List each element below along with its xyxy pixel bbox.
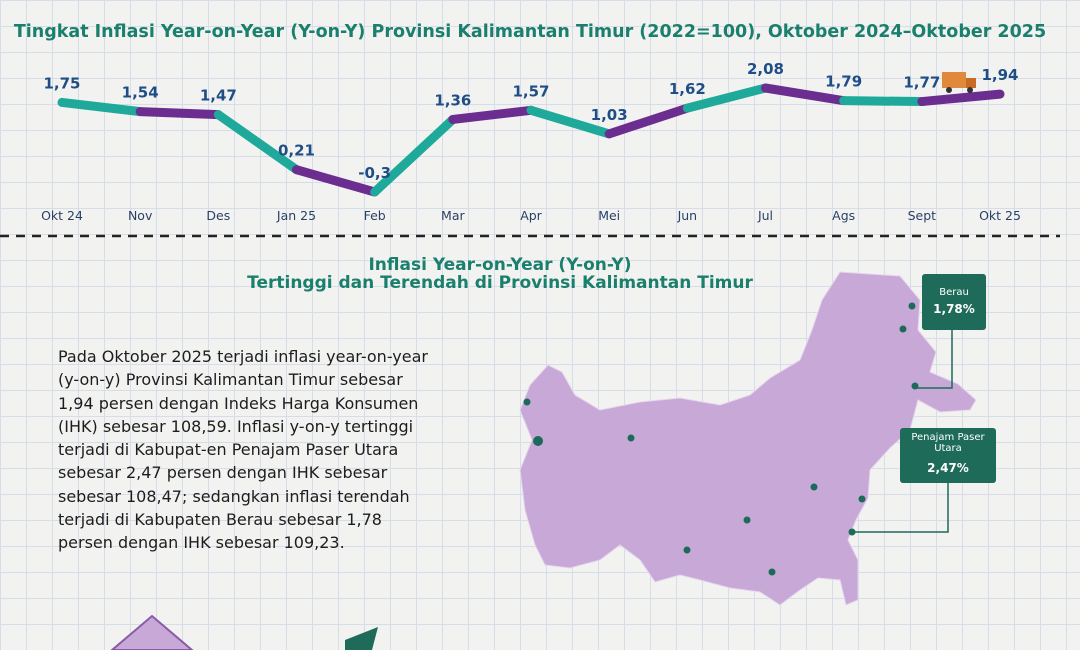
x-tick-label: Des bbox=[206, 208, 230, 223]
line-segment bbox=[682, 83, 770, 113]
data-label: 1,03 bbox=[591, 106, 628, 124]
x-tick-label: Okt 24 bbox=[41, 208, 83, 223]
decoration bbox=[345, 627, 378, 650]
line-segment bbox=[761, 83, 849, 106]
callout-value: 2,47% bbox=[927, 461, 969, 475]
data-label: 1,47 bbox=[200, 87, 237, 105]
data-label: 1,54 bbox=[122, 84, 159, 102]
truck-icon bbox=[942, 72, 976, 93]
line-segment bbox=[57, 97, 145, 117]
chart-title: Tingkat Inflasi Year-on-Year (Y-on-Y) Pr… bbox=[14, 22, 1046, 42]
data-label: 1,77 bbox=[903, 74, 940, 92]
map-title: Tertinggi dan Terendah di Provinsi Kalim… bbox=[247, 273, 753, 293]
province-shape bbox=[519, 271, 977, 606]
x-tick-label: Jun bbox=[677, 208, 698, 223]
x-tick-label: Mar bbox=[441, 208, 465, 223]
data-label: 1,36 bbox=[434, 91, 471, 109]
callout-leader bbox=[915, 330, 953, 389]
city-dots bbox=[523, 302, 919, 576]
data-label: 1,79 bbox=[825, 73, 862, 91]
callout-value: 1,78% bbox=[933, 302, 975, 316]
data-label: -0,3 bbox=[358, 164, 391, 182]
line-segment bbox=[370, 114, 458, 197]
line-segment bbox=[917, 89, 1005, 107]
callout-name: Berau bbox=[939, 287, 969, 298]
line-segment bbox=[839, 96, 927, 107]
callout-box bbox=[922, 274, 986, 330]
data-label: 1,75 bbox=[43, 74, 80, 92]
line-segment bbox=[292, 165, 380, 197]
data-label: 0,21 bbox=[278, 142, 315, 160]
paragraph: Pada Oktober 2025 terjadi inflasi year-o… bbox=[58, 347, 428, 553]
callout-box bbox=[900, 428, 996, 483]
map-title: Inflasi Year-on-Year (Y-on-Y) bbox=[368, 255, 631, 275]
map: Berau 1,78% Penajam Paser Utara 2,47% bbox=[519, 271, 996, 606]
data-label: 1,94 bbox=[981, 66, 1018, 84]
data-label: 1,62 bbox=[669, 80, 706, 98]
line-segment bbox=[213, 110, 301, 175]
x-tick-label: Nov bbox=[128, 208, 153, 223]
x-tick-label: Jan 25 bbox=[276, 208, 316, 223]
data-label: 1,57 bbox=[512, 82, 549, 100]
x-tick-label: Ags bbox=[832, 208, 855, 223]
decoration bbox=[110, 614, 194, 650]
line-segment bbox=[135, 107, 223, 120]
callout-leader bbox=[852, 483, 949, 533]
x-tick-label: Feb bbox=[364, 208, 386, 223]
callout-name-wrap: Penajam Paser Utara bbox=[911, 432, 985, 454]
line-segment bbox=[448, 105, 536, 124]
line-segment bbox=[526, 105, 614, 139]
callout-name: Penajam Paser Utara bbox=[911, 432, 985, 454]
x-tick-label: Jul bbox=[757, 208, 773, 223]
line-segment bbox=[604, 103, 692, 139]
x-tick-label: Mei bbox=[598, 208, 620, 223]
x-tick-label: Apr bbox=[520, 208, 542, 223]
x-tick-label: Okt 25 bbox=[979, 208, 1021, 223]
data-label: 2,08 bbox=[747, 60, 784, 78]
x-tick-label: Sept bbox=[908, 208, 937, 223]
